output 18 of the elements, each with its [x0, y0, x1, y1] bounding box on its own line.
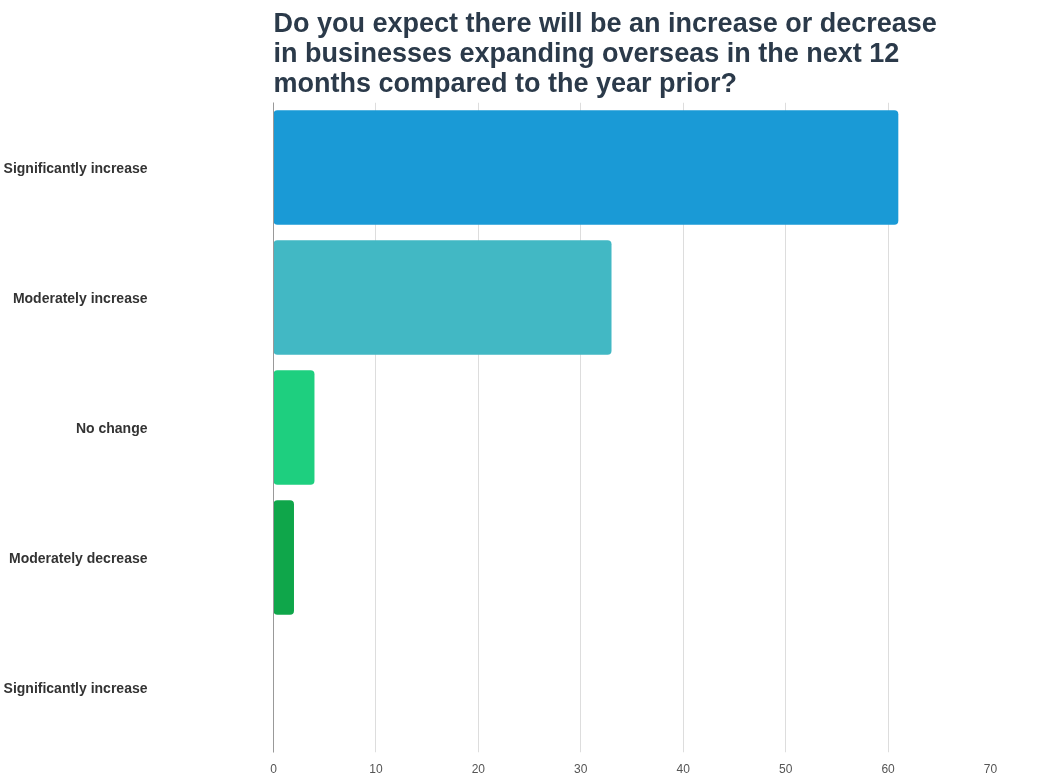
bar — [273, 500, 294, 615]
x-tick-label: 0 — [270, 761, 278, 776]
y-tick-label: Significantly increase — [3, 679, 148, 696]
bar — [273, 110, 899, 225]
y-tick-label: Significantly increase — [3, 159, 148, 176]
y-tick-label: Moderately increase — [12, 289, 148, 306]
x-tick-label: 70 — [983, 761, 998, 776]
y-tick-label: No change — [75, 419, 148, 436]
x-tick-label: 20 — [471, 761, 486, 776]
x-tick-label: 60 — [881, 761, 896, 776]
x-tick-label: 10 — [369, 761, 383, 776]
bar — [273, 240, 612, 355]
bar — [273, 370, 315, 485]
x-tick-label: 40 — [676, 761, 691, 776]
x-tick-label: 50 — [778, 761, 793, 776]
x-tick-label: 30 — [574, 761, 588, 776]
chart-title: Do you expect there will be an increase or decrease in businesses expanding overseas in the next 12 months compared to the year prior? — [273, 7, 937, 98]
y-tick-label: Moderately decrease — [8, 549, 148, 566]
